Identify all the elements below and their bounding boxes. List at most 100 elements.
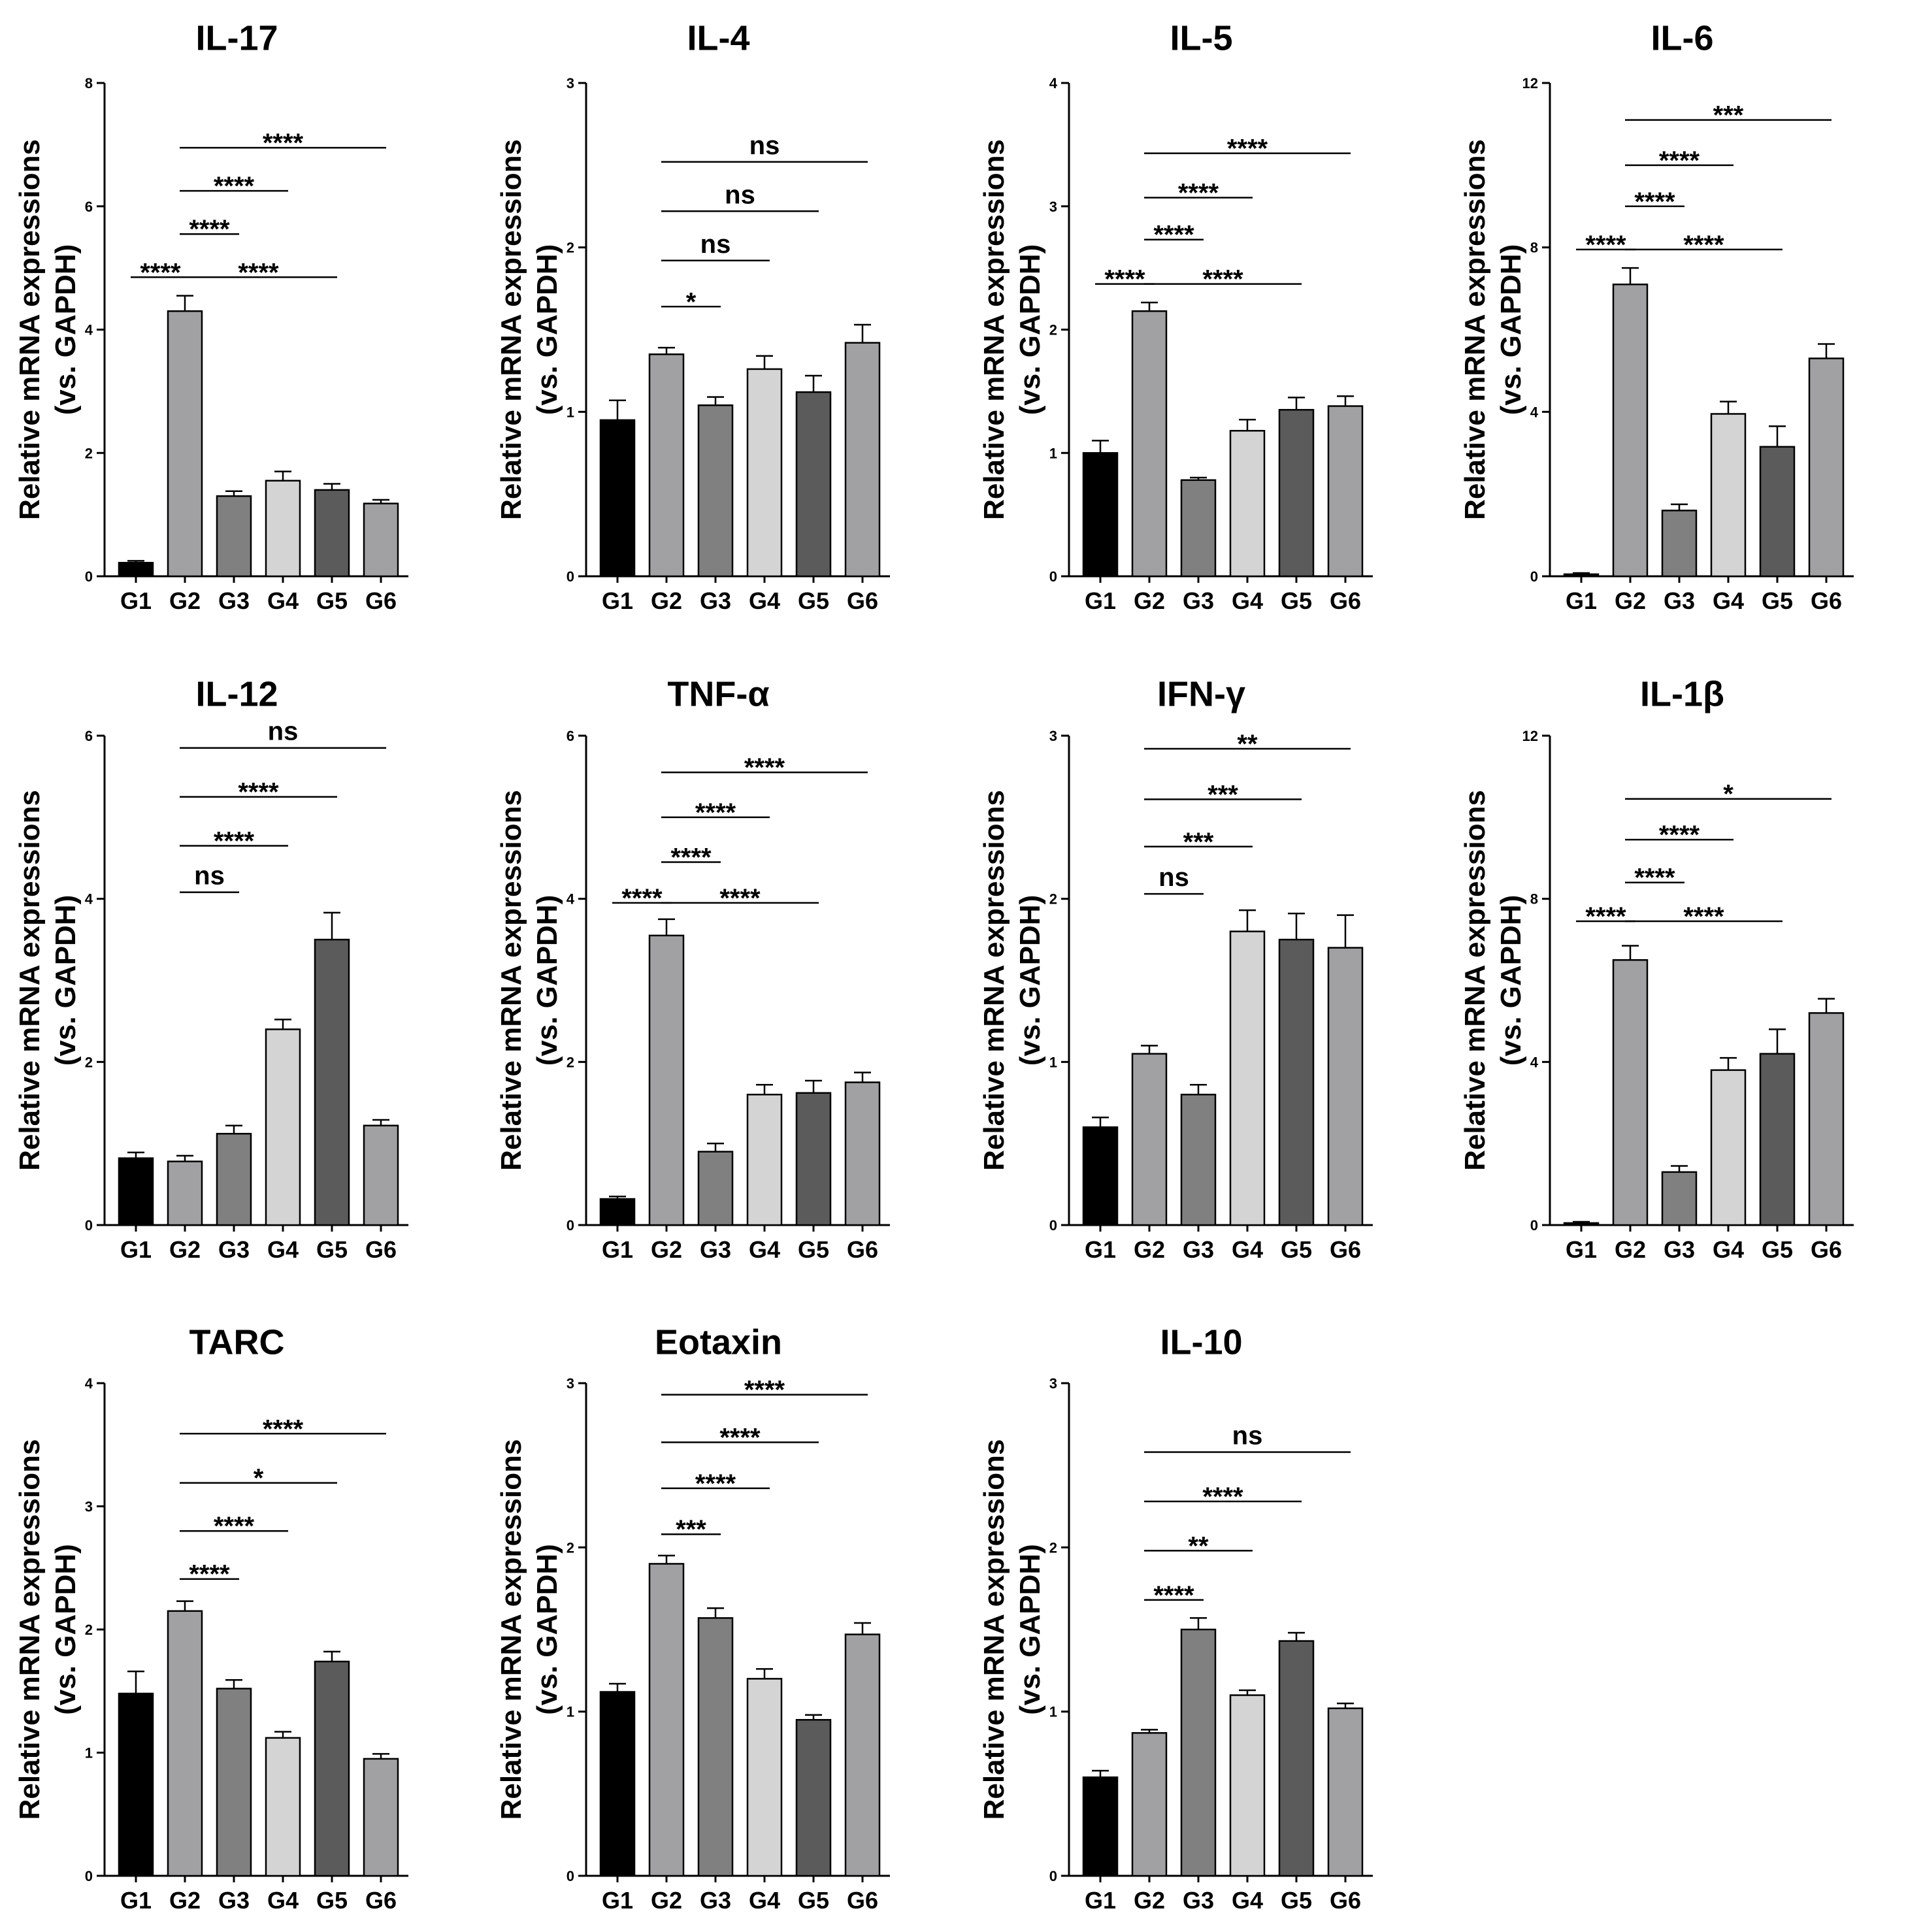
x-tick-label: G5 [798,1887,829,1914]
error-bar-g5 [323,483,340,490]
significance-label: ns [1158,863,1189,892]
bar-g3 [697,1151,734,1226]
y-tick-label: 12 [1522,728,1538,744]
y-axis-label: (vs. GAPDH) [50,244,82,416]
bar-g3 [1180,479,1217,578]
error-bar-g2 [1141,1045,1158,1054]
panel-il-17: IL-17 Relative mRNA expressions (vs. GAPDH… [14,18,408,614]
bar-g3 [1180,1628,1217,1877]
error-bar-g2 [658,1554,675,1564]
y-axis-label: (vs. GAPDH) [50,1544,82,1715]
error-bar-g2 [658,346,675,355]
error-bar-g6 [1818,343,1835,359]
panel-il-1-: IL-1β Relative mRNA expressions (vs. GAPDH… [1459,674,1854,1263]
y-tick-label: 2 [85,1054,93,1070]
x-tick-label: G5 [1281,1887,1312,1914]
error-bar-g6 [854,1072,871,1083]
significance-label: **** [1153,1581,1194,1610]
panel-il-12: IL-12 Relative mRNA expressions (vs. GAPDH… [14,674,408,1263]
significance-label: **** [214,172,255,201]
x-tick-label: G3 [700,1236,731,1263]
error-bar-g6 [1337,395,1354,406]
y-tick-label: 0 [567,1868,574,1884]
error-bar-g3 [707,396,724,406]
bar-g4 [1229,430,1266,578]
y-tick-label: 4 [85,1375,93,1392]
significance-label: **** [1104,265,1145,294]
y-tick-label: 4 [1530,1054,1539,1070]
x-tick-label: G2 [1134,1887,1165,1914]
bar-g6 [844,1633,881,1877]
significance-label: **** [1153,221,1194,250]
y-tick-label: 1 [85,1745,93,1761]
bar-g4 [265,1737,301,1877]
bar-g1 [118,1692,154,1877]
bar-g6 [363,1124,399,1226]
error-bar-g1 [1573,572,1590,574]
bar-g5 [1759,446,1796,578]
error-bar-g5 [805,1079,822,1093]
y-axis-label: Relative mRNA expressions [14,790,46,1171]
error-bar-g6 [854,1622,871,1635]
y-tick-label: 6 [567,728,574,744]
x-tick-label: G1 [1566,1236,1597,1263]
x-tick-label: G3 [218,1887,250,1914]
error-bar-g5 [1769,425,1786,447]
y-axis-label: Relative mRNA expressions [978,139,1010,520]
y-tick-label: 0 [1530,1217,1538,1234]
significance-label: ns [194,862,225,891]
y-tick-label: 3 [1049,1375,1057,1392]
error-bar-g4 [1720,1056,1737,1070]
bar-g6 [363,1758,399,1877]
x-tick-label: G4 [749,1887,780,1914]
error-bar-g1 [609,1682,626,1692]
error-bar-g2 [1141,1729,1158,1733]
bar-g2 [648,934,685,1226]
x-tick-label: G2 [169,587,201,614]
error-bar-g2 [1141,301,1158,312]
error-bar-g2 [176,295,193,312]
y-tick-label: 4 [1530,404,1539,420]
error-bar-g1 [1092,1116,1109,1128]
error-bar-g6 [1818,998,1835,1013]
bar-g2 [1131,310,1168,578]
error-bar-g1 [127,560,144,563]
x-tick-label: G4 [1232,1236,1263,1263]
bar-g2 [1612,284,1649,578]
significance-label: **** [1683,902,1724,931]
significance-label: ns [268,717,299,746]
y-tick-label: 4 [85,891,93,908]
x-tick-label: G1 [1085,1887,1116,1914]
x-tick-label: G4 [267,587,299,614]
bar-g4 [1229,930,1266,1226]
y-axis-label: Relative mRNA expressions [495,790,527,1171]
y-axis-label: (vs. GAPDH) [1014,244,1046,416]
y-tick-label: 0 [567,1217,574,1234]
panel-il-10: IL-10 Relative mRNA expressions (vs. GAPDH… [978,1322,1373,1914]
x-tick-label: G2 [169,1887,201,1914]
bar-g6 [844,1081,881,1226]
x-tick-label: G6 [1811,587,1842,614]
x-tick-label: G3 [700,587,731,614]
y-axis-label: Relative mRNA expressions [495,139,527,520]
y-tick-label: 1 [1049,445,1057,461]
x-tick-label: G4 [1713,1236,1744,1263]
x-tick-label: G3 [1183,1887,1214,1914]
x-tick-label: G1 [120,587,152,614]
error-bar-g5 [323,911,340,940]
x-tick-label: G4 [267,1236,299,1263]
y-tick-label: 4 [1049,75,1058,91]
x-tick-label: G6 [365,1236,397,1263]
x-tick-label: G3 [1664,1236,1695,1263]
y-tick-label: 1 [567,404,574,420]
error-bar-g5 [323,1650,340,1662]
significance-label: *** [676,1515,706,1544]
x-tick-label: G2 [1134,1236,1165,1263]
x-tick-label: G3 [1664,587,1695,614]
error-bar-g2 [176,1154,193,1162]
bar-g2 [1131,1053,1168,1226]
bar-g1 [599,1691,636,1877]
panel-title: TARC [189,1322,285,1362]
bar-g6 [1327,1707,1364,1877]
x-tick-label: G2 [1615,587,1646,614]
